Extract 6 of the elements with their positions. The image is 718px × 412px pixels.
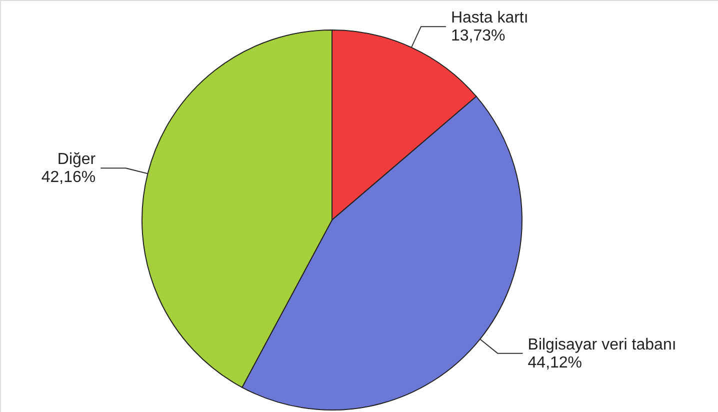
slice-label: Diğer [57, 151, 96, 168]
slice-label: Hasta kartı [450, 10, 528, 27]
data-label: 44,12% [528, 354, 582, 372]
data-label: 42,16% [41, 169, 96, 186]
slice-label: Bilgisayar veri tabanı [528, 336, 676, 354]
data-label: 13,73% [450, 28, 506, 45]
